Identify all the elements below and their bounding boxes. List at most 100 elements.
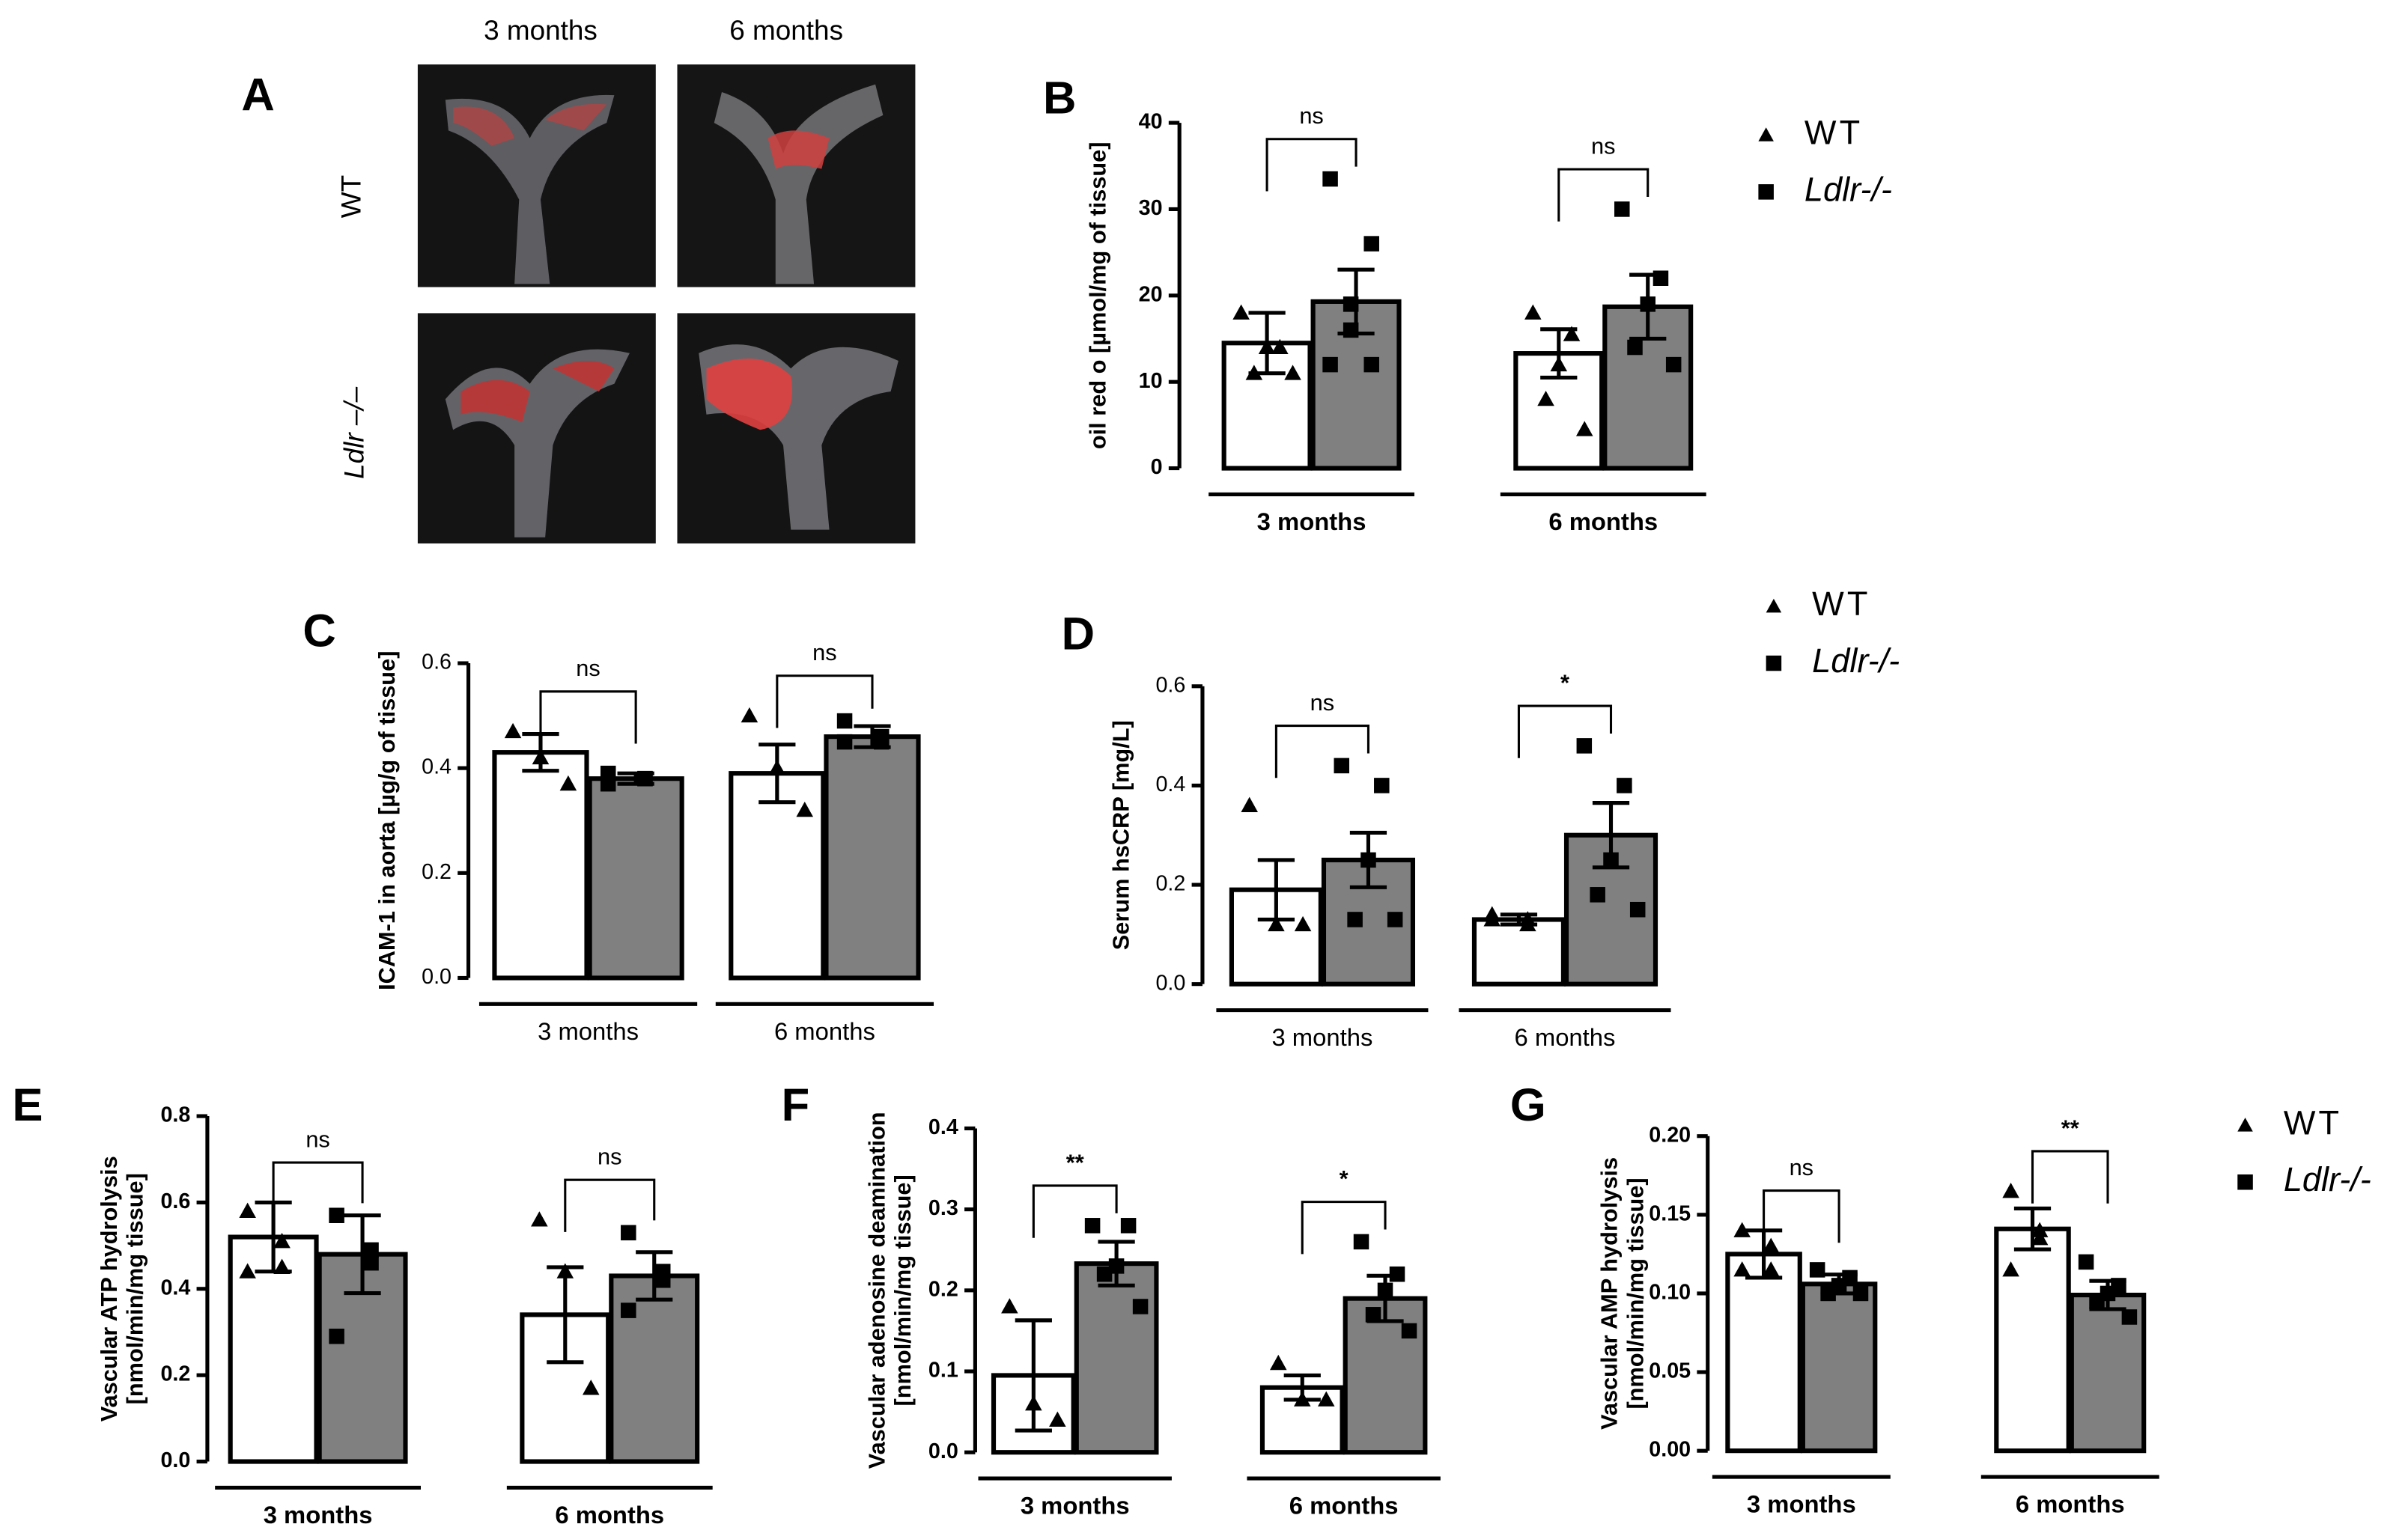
significance-bracket [1301,1201,1387,1255]
data-point [1363,356,1379,373]
x-tick-label: 6 months [774,1017,875,1045]
significance-label: ns [576,655,600,681]
data-point [1120,1218,1137,1234]
data-point [1293,1391,1311,1407]
significance-bracket [539,690,637,744]
data-point [1084,1218,1101,1234]
data-point [1232,304,1250,320]
significance-bracket [272,1161,364,1215]
significance-label: ns [305,1127,329,1153]
chart: F 0.0 0.1 0.2 0.3 0.4 Vascular adenosine deami… [782,1079,1441,1520]
data-point [1653,270,1669,286]
bar [587,776,684,981]
panel-letter: B [1043,73,1076,124]
data-point [556,1263,574,1279]
data-point [273,1233,291,1249]
data-point [1001,1298,1018,1314]
data-point [1575,421,1593,436]
y-tick-label: 0 [1151,455,1163,479]
x-tick-label: 6 months [555,1501,664,1529]
data-point [1241,796,1258,812]
y-tick-label: 10 [1139,369,1163,393]
data-point [741,707,758,723]
data-point [363,1255,379,1271]
y-tick-label: 0.3 [928,1196,958,1220]
y-tick-label: 0.2 [1155,872,1185,896]
significance-bracket [564,1178,656,1232]
significance-label: ns [1591,133,1615,159]
y-axis-label: Serum hsCRP [mg/L] [1107,720,1134,950]
error-bar [1015,1318,1052,1433]
data-point [1733,1222,1751,1237]
data-point [836,734,853,750]
data-point [1809,1262,1825,1278]
data-point [1563,326,1581,341]
chart: G 0.00 0.05 0.10 0.15 0.20 Vascular AMP hydrol… [1510,1079,2371,1518]
data-point [1524,304,1542,320]
y-axis-label: ICAM-1 in aorta [µg/g of tissue] [374,651,400,990]
y-tick-label: 0.6 [1155,673,1185,697]
data-point [1363,236,1379,252]
error-bar [344,1213,381,1296]
data-point [1519,915,1536,932]
y-axis-label: [nmol/min/mg tissue] [1622,1177,1648,1409]
data-point [1245,365,1263,380]
data-point [329,1207,344,1223]
y-tick-label: 0.4 [422,755,452,779]
bar [1800,1281,1878,1454]
significance-bracket [1032,1184,1118,1238]
significance-bracket [2031,1150,2109,1204]
data-point [1108,1258,1125,1274]
y-tick-label: 0.2 [928,1277,958,1301]
data-point [363,1242,379,1258]
column-label: 6 months [729,15,843,46]
data-point [874,734,890,750]
data-point [1049,1411,1066,1427]
data-point [1617,778,1632,793]
data-point [637,770,653,787]
data-point [1665,356,1682,373]
bar [1074,1261,1159,1455]
data-point [532,749,550,765]
data-point [1317,1391,1335,1407]
y-tick-label: 0.0 [422,965,452,989]
data-point [1343,322,1359,338]
data-point [836,713,853,729]
bar [1994,1226,2071,1454]
data-point [329,1328,344,1344]
data-point [1537,390,1554,406]
data-point [1132,1299,1149,1314]
data-point [1284,365,1301,380]
data-point [2002,1261,2019,1277]
data-point [1640,296,1656,312]
data-point [1550,356,1568,372]
x-tick-label: 3 months [1747,1490,1856,1518]
y-tick-label: 0.8 [160,1103,190,1127]
data-point [273,1258,291,1274]
data-point [2078,1254,2094,1270]
photo [417,313,656,544]
data-point [1347,912,1363,927]
y-tick-label: 0.10 [1649,1281,1691,1305]
data-point [621,1302,636,1318]
significance-label: ns [812,639,836,665]
data-point [1614,201,1630,217]
photo [417,64,656,287]
legend-label: Ldlr-/- [2284,1160,2371,1198]
data-point [768,759,786,775]
significance-label: ns [1310,689,1334,716]
data-point [1762,1237,1780,1253]
data-point [1389,1266,1405,1282]
y-tick-label: 0.0 [1155,971,1185,995]
data-point [582,1380,600,1395]
data-point [1401,1323,1417,1339]
legend-marker [1758,184,1774,200]
y-tick-label: 30 [1139,196,1163,220]
legend-label: WT [1812,585,1870,623]
y-tick-label: 0.6 [160,1189,190,1213]
legend-marker [2237,1174,2253,1190]
data-point [239,1202,256,1218]
data-point [1374,778,1390,793]
photo [677,64,916,287]
